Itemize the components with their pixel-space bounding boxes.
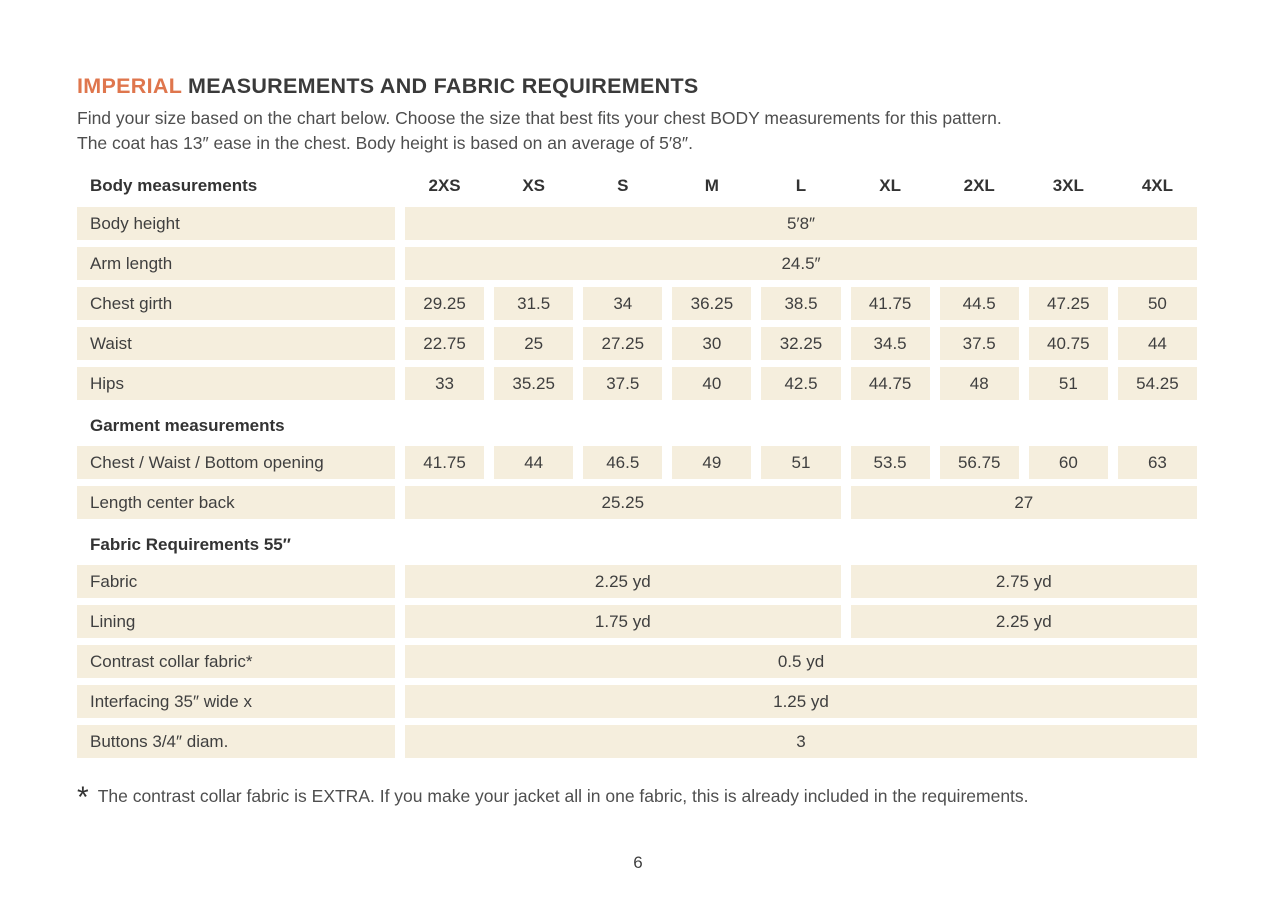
value-cell: 30 bbox=[672, 327, 752, 360]
value-cell: 44 bbox=[494, 446, 574, 479]
size-column-header: 4XL bbox=[1141, 176, 1174, 195]
table-row: Interfacing 35″ wide x 1.25 yd bbox=[77, 685, 1197, 718]
value-cell: 37.5 bbox=[939, 327, 1019, 360]
merged-value-cell-left: 25.25 bbox=[405, 486, 841, 519]
row-label: Hips bbox=[77, 367, 395, 400]
value-cell: 48 bbox=[939, 367, 1019, 400]
size-column-header: XS bbox=[522, 176, 545, 195]
value-cell: 38.5 bbox=[761, 287, 841, 320]
table-row: Hips 33 35.25 37.5 40 42.5 44.75 48 51 54.25 bbox=[77, 367, 1197, 400]
table-row: Fabric 2.25 yd 2.75 yd bbox=[77, 565, 1197, 598]
table-row: Lining 1.75 yd 2.25 yd bbox=[77, 605, 1197, 638]
merged-value-cell: 24.5″ bbox=[405, 247, 1197, 280]
title-accent: IMPERIAL bbox=[77, 74, 182, 98]
section-row: Garment measurements bbox=[77, 407, 1197, 446]
value-cell: 42.5 bbox=[761, 367, 841, 400]
value-cell: 49 bbox=[672, 446, 752, 479]
value-cell: 40 bbox=[672, 367, 752, 400]
value-cell: 34.5 bbox=[850, 327, 930, 360]
page-title: IMPERIAL MEASUREMENTS AND FABRIC REQUIRE… bbox=[77, 74, 1197, 99]
merged-value-cell: 1.25 yd bbox=[405, 685, 1197, 718]
value-cell: 36.25 bbox=[672, 287, 752, 320]
row-label: Buttons 3/4″ diam. bbox=[77, 725, 395, 758]
table-row: Waist 22.75 25 27.25 30 32.25 34.5 37.5 40.75 44 bbox=[77, 327, 1197, 360]
section-row: Fabric Requirements 55″ bbox=[77, 526, 1197, 565]
value-cell: 31.5 bbox=[494, 287, 574, 320]
section-label: Fabric Requirements 55″ bbox=[90, 535, 291, 554]
table-row: Arm length 24.5″ bbox=[77, 247, 1197, 280]
size-column-header: 3XL bbox=[1052, 176, 1084, 195]
table-row: Length center back 25.25 27 bbox=[77, 486, 1197, 519]
page-content: IMPERIAL MEASUREMENTS AND FABRIC REQUIRE… bbox=[77, 74, 1197, 814]
merged-value-cell-right: 2.75 yd bbox=[850, 565, 1197, 598]
merged-value-cell-right: 27 bbox=[850, 486, 1197, 519]
size-column-header: L bbox=[795, 176, 807, 195]
value-cell: 54.25 bbox=[1117, 367, 1197, 400]
row-label: Arm length bbox=[77, 247, 395, 280]
footnote: * The contrast collar fabric is EXTRA. I… bbox=[77, 781, 1197, 814]
size-column-header: 2XL bbox=[963, 176, 995, 195]
table-row: Buttons 3/4″ diam. 3 bbox=[77, 725, 1197, 758]
row-label: Chest / Waist / Bottom opening bbox=[77, 446, 395, 479]
table-row: Body height 5′8″ bbox=[77, 207, 1197, 240]
page-number: 6 bbox=[633, 853, 643, 872]
value-cell: 50 bbox=[1117, 287, 1197, 320]
merged-value-cell-left: 1.75 yd bbox=[405, 605, 841, 638]
value-cell: 29.25 bbox=[405, 287, 485, 320]
value-cell: 46.5 bbox=[583, 446, 663, 479]
size-column-header: XL bbox=[879, 176, 901, 195]
value-cell: 27.25 bbox=[583, 327, 663, 360]
row-label: Lining bbox=[77, 605, 395, 638]
merged-value-cell-right: 2.25 yd bbox=[850, 605, 1197, 638]
value-cell: 41.75 bbox=[405, 446, 485, 479]
value-cell: 53.5 bbox=[850, 446, 930, 479]
value-cell: 37.5 bbox=[583, 367, 663, 400]
footnote-text: The contrast collar fabric is EXTRA. If … bbox=[97, 786, 1029, 806]
value-cell: 44.5 bbox=[939, 287, 1019, 320]
table-row: Chest girth 29.25 31.5 34 36.25 38.5 41.75 44.5… bbox=[77, 287, 1197, 320]
value-cell: 63 bbox=[1117, 446, 1197, 479]
value-cell: 35.25 bbox=[494, 367, 574, 400]
value-cell: 60 bbox=[1028, 446, 1108, 479]
table-row: Chest / Waist / Bottom opening 41.75 44 46.… bbox=[77, 446, 1197, 479]
value-cell: 41.75 bbox=[850, 287, 930, 320]
merged-value-cell-left: 2.25 yd bbox=[405, 565, 841, 598]
merged-value-cell: 3 bbox=[405, 725, 1197, 758]
value-cell: 56.75 bbox=[939, 446, 1019, 479]
value-cell: 34 bbox=[583, 287, 663, 320]
intro-line-1: Find your size based on the chart below.… bbox=[77, 108, 1002, 128]
table-row: Contrast collar fabric* 0.5 yd bbox=[77, 645, 1197, 678]
footnote-asterisk: * bbox=[77, 781, 89, 814]
row-label: Fabric bbox=[77, 565, 395, 598]
column-header-label: Body measurements bbox=[90, 176, 258, 195]
row-label: Body height bbox=[77, 207, 395, 240]
value-cell: 51 bbox=[1028, 367, 1108, 400]
row-label: Contrast collar fabric* bbox=[77, 645, 395, 678]
value-cell: 25 bbox=[494, 327, 574, 360]
table-row: Body measurements 2XS XS S M L XL 2XL 3XL 4XL bbox=[77, 173, 1197, 199]
merged-value-cell: 0.5 yd bbox=[405, 645, 1197, 678]
value-cell: 32.25 bbox=[761, 327, 841, 360]
value-cell: 40.75 bbox=[1028, 327, 1108, 360]
row-label: Interfacing 35″ wide x bbox=[77, 685, 395, 718]
size-table: Body measurements 2XS XS S M L XL 2XL 3XL 4XL Body… bbox=[77, 173, 1197, 758]
section-label: Garment measurements bbox=[90, 416, 285, 435]
row-label: Chest girth bbox=[77, 287, 395, 320]
row-label: Waist bbox=[77, 327, 395, 360]
size-column-header: 2XS bbox=[428, 176, 461, 195]
value-cell: 22.75 bbox=[405, 327, 485, 360]
value-cell: 33 bbox=[405, 367, 485, 400]
value-cell: 51 bbox=[761, 446, 841, 479]
value-cell: 44.75 bbox=[850, 367, 930, 400]
value-cell: 44 bbox=[1117, 327, 1197, 360]
title-rest: MEASUREMENTS AND FABRIC REQUIREMENTS bbox=[188, 74, 699, 98]
row-label: Length center back bbox=[77, 486, 395, 519]
size-column-header: M bbox=[704, 176, 719, 195]
size-column-header: S bbox=[617, 176, 629, 195]
intro-text: Find your size based on the chart below.… bbox=[77, 106, 1197, 156]
intro-line-2: The coat has 13″ ease in the chest. Body… bbox=[77, 133, 693, 153]
value-cell: 47.25 bbox=[1028, 287, 1108, 320]
merged-value-cell: 5′8″ bbox=[405, 207, 1197, 240]
